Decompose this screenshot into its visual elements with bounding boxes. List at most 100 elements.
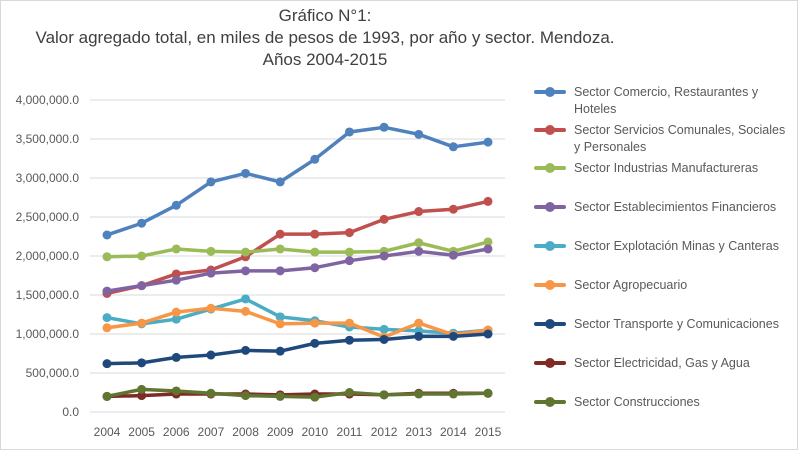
x-tick-label: 2014 bbox=[440, 425, 467, 439]
legend-label: Sector Construcciones bbox=[574, 395, 700, 409]
x-tick-label: 2013 bbox=[405, 425, 432, 439]
data-point bbox=[102, 286, 112, 296]
data-point bbox=[241, 306, 251, 316]
x-tick-label: 2010 bbox=[301, 425, 328, 439]
data-point bbox=[310, 338, 320, 348]
series-line-8 bbox=[106, 387, 489, 399]
y-tick-label: 1,000,000.0 bbox=[16, 327, 80, 341]
data-point bbox=[448, 331, 458, 341]
data-point bbox=[137, 358, 147, 368]
data-point bbox=[344, 228, 354, 238]
data-point bbox=[344, 127, 354, 137]
data-point bbox=[310, 229, 320, 239]
data-point bbox=[241, 247, 251, 257]
data-point bbox=[275, 346, 285, 356]
data-point bbox=[241, 345, 251, 355]
legend-marker-icon bbox=[545, 280, 555, 290]
data-point bbox=[206, 350, 216, 360]
data-point bbox=[137, 251, 147, 261]
data-point bbox=[171, 314, 181, 324]
legend-label: Sector Establecimientos Financieros bbox=[574, 200, 777, 214]
data-point bbox=[241, 168, 251, 178]
series-line-4 bbox=[106, 297, 489, 335]
legend-label: Sector Explotación Minas y Canteras bbox=[574, 239, 779, 253]
legend-marker-icon bbox=[545, 202, 555, 212]
data-point bbox=[414, 238, 424, 248]
data-point bbox=[102, 359, 112, 369]
legend-marker-icon bbox=[545, 87, 555, 97]
data-point bbox=[379, 214, 389, 224]
data-point bbox=[310, 263, 320, 273]
legend-label: Sector Transporte y Comunicaciones bbox=[574, 317, 779, 331]
data-point bbox=[379, 122, 389, 132]
data-point bbox=[171, 269, 181, 279]
data-point bbox=[241, 391, 251, 401]
data-point bbox=[241, 294, 251, 304]
data-point bbox=[275, 319, 285, 329]
data-point bbox=[483, 244, 493, 254]
legend-marker-icon bbox=[545, 358, 555, 368]
data-point bbox=[275, 229, 285, 239]
data-point bbox=[344, 256, 354, 266]
series-line-2 bbox=[106, 240, 489, 259]
data-point bbox=[414, 318, 424, 328]
data-point bbox=[137, 281, 147, 291]
chart-title-line-3: Años 2004-2015 bbox=[262, 50, 388, 69]
y-tick-label: 2,000,000.0 bbox=[16, 249, 80, 263]
x-tick-label: 2015 bbox=[475, 425, 502, 439]
data-point bbox=[448, 389, 458, 399]
data-point bbox=[379, 251, 389, 261]
y-tick-label: 3,500,000.0 bbox=[16, 132, 80, 146]
legend-label: Sector Electricidad, Gas y Agua bbox=[574, 356, 750, 370]
data-point bbox=[171, 200, 181, 210]
data-point bbox=[414, 246, 424, 256]
data-point bbox=[379, 334, 389, 344]
chart-title-line-1: Gráfico N°1: bbox=[278, 6, 372, 25]
data-point bbox=[137, 391, 147, 401]
y-tick-label: 4,000,000.0 bbox=[16, 93, 80, 107]
data-point bbox=[448, 250, 458, 260]
legend-marker-icon bbox=[545, 163, 555, 173]
data-point bbox=[171, 244, 181, 254]
legend-label: Sector Agropecuario bbox=[574, 278, 688, 292]
x-tick-label: 2009 bbox=[267, 425, 294, 439]
data-point bbox=[137, 218, 147, 228]
data-point bbox=[275, 244, 285, 254]
y-tick-label: 2,500,000.0 bbox=[16, 210, 80, 224]
data-point bbox=[414, 389, 424, 399]
y-tick-label: 3,000,000.0 bbox=[16, 171, 80, 185]
legend-label: Sector Comercio, Restaurantes y Hoteles bbox=[574, 85, 759, 116]
data-point bbox=[414, 207, 424, 217]
data-point bbox=[448, 142, 458, 152]
series-line-6 bbox=[106, 332, 489, 366]
data-point bbox=[344, 247, 354, 257]
legend-marker-icon bbox=[545, 125, 555, 135]
x-tick-label: 2008 bbox=[232, 425, 259, 439]
data-point bbox=[275, 266, 285, 276]
data-point bbox=[137, 384, 147, 394]
data-point bbox=[102, 391, 112, 401]
data-point bbox=[344, 335, 354, 345]
x-tick-label: 2012 bbox=[371, 425, 398, 439]
legend-marker-icon bbox=[545, 319, 555, 329]
legend-label: Sector Servicios Comunales, Sociales y P… bbox=[574, 123, 786, 154]
series-line-3 bbox=[106, 247, 489, 293]
data-point bbox=[344, 388, 354, 397]
data-point bbox=[275, 177, 285, 187]
x-tick-label: 2011 bbox=[337, 425, 363, 439]
data-point bbox=[275, 391, 285, 401]
data-point bbox=[206, 246, 216, 256]
data-point bbox=[310, 392, 320, 402]
data-point bbox=[275, 312, 285, 322]
data-point bbox=[206, 303, 216, 313]
data-point bbox=[241, 266, 251, 276]
legend-marker-icon bbox=[545, 241, 555, 251]
data-point bbox=[102, 230, 112, 240]
chart-title-line-2: Valor agregado total, en miles de pesos … bbox=[35, 28, 615, 47]
series-line-0 bbox=[106, 125, 489, 237]
legend-label: Sector Industrias Manufactureras bbox=[574, 161, 759, 175]
data-point bbox=[171, 275, 181, 285]
data-point bbox=[310, 247, 320, 257]
y-tick-label: 500,000.0 bbox=[26, 366, 80, 380]
